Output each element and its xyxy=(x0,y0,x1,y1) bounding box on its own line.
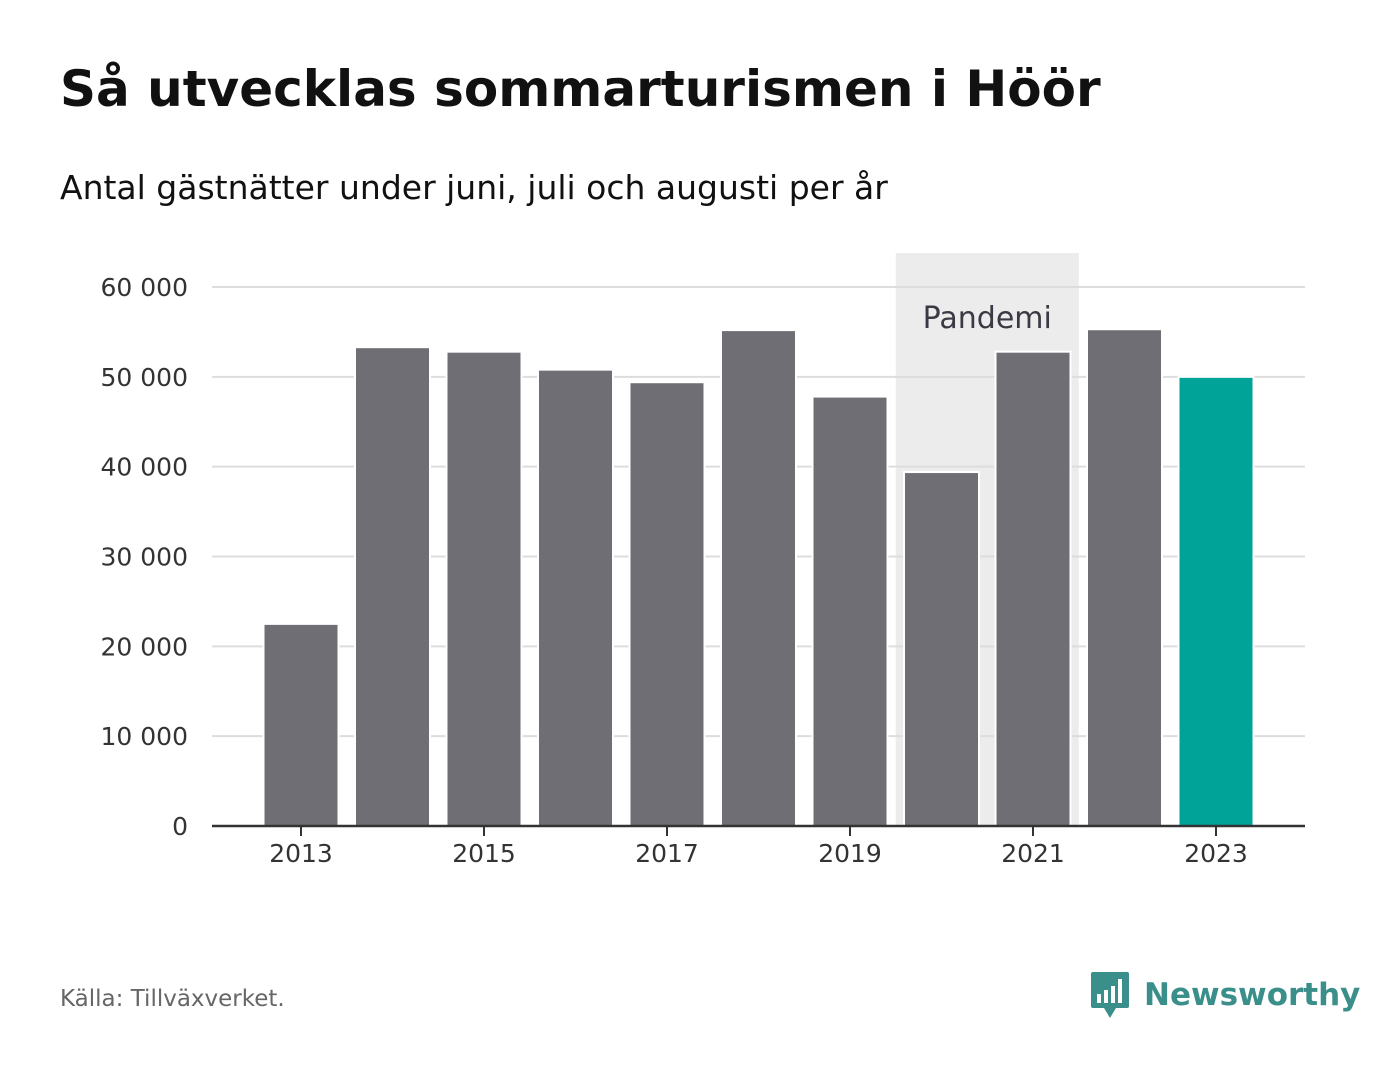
y-tick-label: 10 000 xyxy=(101,722,188,751)
bar-2016 xyxy=(537,368,614,827)
source-note: Källa: Tillväxverket. xyxy=(60,986,285,1012)
bar-2019 xyxy=(811,395,889,827)
bar-2022 xyxy=(1086,328,1163,827)
x-tick-label: 2021 xyxy=(1001,839,1065,868)
bar-2018 xyxy=(720,329,797,827)
x-tick-label: 2013 xyxy=(269,839,333,868)
chart-subtitle: Antal gästnätter under juni, juli och au… xyxy=(60,168,888,207)
x-tick-label: 2015 xyxy=(452,839,516,868)
y-tick-label: 40 000 xyxy=(101,453,188,482)
x-tick-label: 2017 xyxy=(635,839,699,868)
brand-logo: Newsworthy xyxy=(1090,970,1360,1020)
brand-name: Newsworthy xyxy=(1144,977,1361,1013)
bar-2023 xyxy=(1177,375,1255,827)
bar-2014 xyxy=(354,346,431,827)
tick-labels: 0 10 000 20 000 30 000 40 000 50 000 60 000 201… xyxy=(101,273,1248,868)
bar-2020 xyxy=(903,471,980,827)
y-tick-label: 20 000 xyxy=(101,632,188,661)
bar-chart-speech-bubble-icon xyxy=(1091,972,1129,1018)
bar-2021 xyxy=(994,350,1072,827)
chart-title: Så utvecklas sommarturismen i Höör xyxy=(60,60,1101,118)
y-tick-label: 0 xyxy=(172,812,188,841)
x-tick-label: 2019 xyxy=(818,839,882,868)
y-tick-label: 30 000 xyxy=(101,543,188,572)
axes xyxy=(212,824,1305,836)
bar-2013 xyxy=(262,622,340,827)
bar-2017 xyxy=(628,381,706,827)
y-tick-label: 60 000 xyxy=(101,273,188,302)
x-tick-label: 2023 xyxy=(1184,839,1248,868)
annotation-label: Pandemi xyxy=(923,301,1052,336)
y-tick-label: 50 000 xyxy=(101,363,188,392)
bar-2015 xyxy=(445,350,523,827)
bars xyxy=(262,328,1255,827)
